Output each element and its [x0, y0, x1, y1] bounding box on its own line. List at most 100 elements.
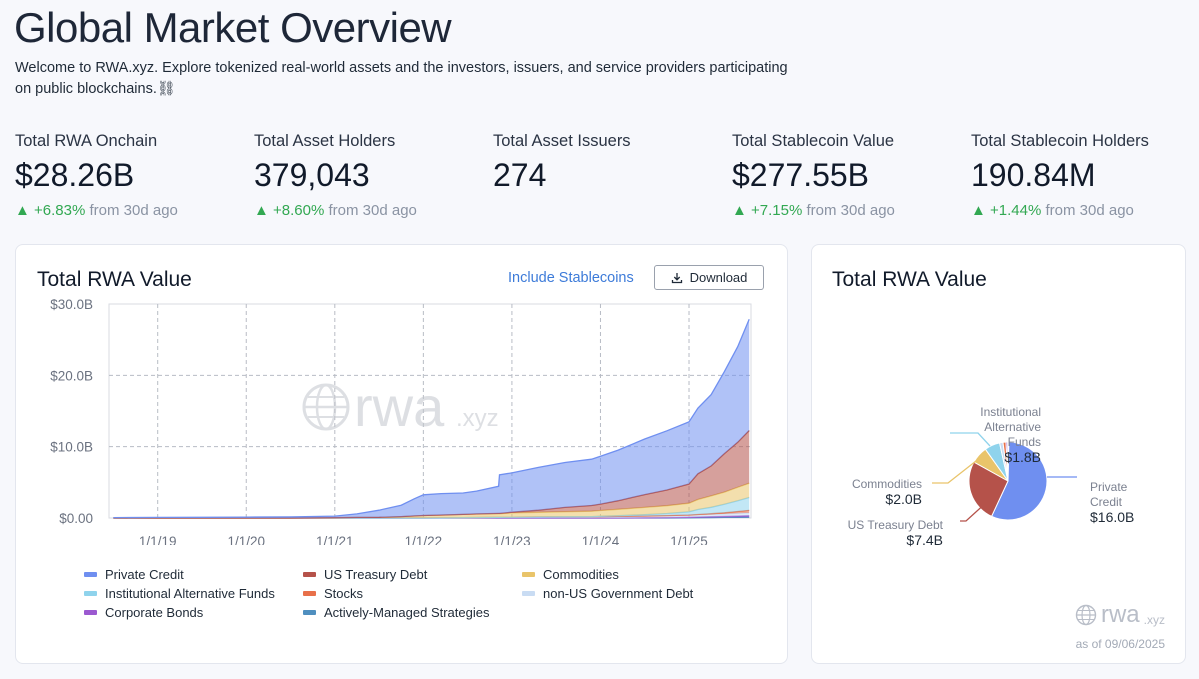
up-arrow-icon: ▲ — [15, 202, 35, 219]
stat-change: ▲ +6.83% from 30d ago — [15, 202, 245, 219]
stat-label: Total Stablecoin Value — [732, 132, 895, 150]
rwa-watermark: rwa .xyz — [302, 375, 499, 438]
legend-label: Commodities — [543, 567, 619, 582]
legend-item[interactable]: Actively-Managed Strategies — [303, 605, 489, 620]
pie-value-label: $2.0B — [885, 491, 922, 507]
legend-item[interactable]: Corporate Bonds — [84, 605, 203, 620]
line-private-credit — [113, 318, 750, 519]
change-percent: +7.15% — [751, 202, 803, 219]
change-percent: +8.60% — [273, 202, 325, 219]
stat-change: ▲ +8.60% from 30d ago — [254, 202, 484, 219]
legend-item[interactable]: Institutional Alternative Funds — [84, 586, 275, 601]
legend-label: Private Credit — [105, 567, 184, 582]
legend-swatch — [522, 572, 535, 577]
up-arrow-icon: ▲ — [732, 202, 752, 219]
pie-value-label: $1.8B — [1004, 449, 1041, 465]
x-tick-label: 1/1/23 — [493, 534, 531, 545]
y-tick-label: $30.0B — [50, 297, 93, 312]
legend-item[interactable]: Stocks — [303, 586, 363, 601]
stat-label: Total Asset Issuers — [493, 132, 631, 150]
area-chart: $0.00 $10.0B $20.0B $30.0B 1/1/19 1/1/20 1/1/2… — [50, 297, 752, 545]
stat-value: 274 — [493, 157, 547, 193]
pie-label: Alternative — [984, 420, 1041, 434]
change-suffix: from 30d ago — [89, 202, 178, 219]
stat-value: $28.26B — [15, 157, 135, 193]
change-percent: +1.44% — [990, 202, 1042, 219]
stat-value: 190.84M — [971, 157, 1096, 193]
legend-label: Stocks — [324, 586, 364, 601]
x-tick-label: 1/1/25 — [670, 534, 708, 545]
x-tick-label: 1/1/22 — [405, 534, 443, 545]
up-arrow-icon: ▲ — [971, 202, 991, 219]
x-tick-label: 1/1/19 — [139, 534, 177, 545]
legend-label: Actively-Managed Strategies — [324, 605, 490, 620]
legend-swatch — [84, 572, 97, 577]
stat-label: Total Asset Holders — [254, 132, 396, 150]
pie-label: Funds — [1008, 435, 1041, 449]
pie-slice[interactable] — [1007, 441, 1010, 482]
change-suffix: from 30d ago — [806, 202, 895, 219]
y-tick-label: $20.0B — [50, 368, 93, 383]
change-percent: +6.83% — [34, 202, 86, 219]
pie-label: Credit — [1090, 495, 1123, 509]
pie-slice[interactable] — [990, 441, 1048, 521]
pie-label: US Treasury Debt — [848, 518, 944, 532]
stat-asset-holders: Total Asset Holders 379,043 ▲ +8.60% fro… — [254, 132, 484, 219]
stat-asset-issuers: Total Asset Issuers 274 — [493, 132, 723, 194]
include-stablecoins-toggle[interactable]: Include Stablecoins — [508, 270, 634, 286]
legend-swatch — [303, 591, 316, 596]
globe-icon — [1075, 604, 1097, 626]
page-title: Global Market Overview — [14, 4, 452, 51]
as-of-date: as of 09/06/2025 — [1075, 637, 1165, 651]
watermark-text: rwa — [354, 375, 445, 438]
legend-swatch — [303, 572, 316, 577]
stat-label: Total RWA Onchain — [15, 132, 158, 150]
stat-label: Total Stablecoin Holders — [971, 132, 1149, 150]
legend-item[interactable]: Commodities — [522, 567, 619, 582]
watermark-suffix: .xyz — [456, 405, 499, 432]
legend-item[interactable]: US Treasury Debt — [303, 567, 427, 582]
logo-suffix: .xyz — [1143, 613, 1165, 627]
legend-label: non-US Government Debt — [543, 586, 694, 601]
up-arrow-icon: ▲ — [254, 202, 274, 219]
legend-label: Institutional Alternative Funds — [105, 586, 275, 601]
logo-text: rwa — [1100, 601, 1140, 628]
pie-label: Institutional — [980, 405, 1041, 419]
area-chart-title: Total RWA Value — [37, 268, 192, 291]
x-tick-label: 1/1/21 — [316, 534, 354, 545]
legend-label: Corporate Bonds — [105, 605, 204, 620]
download-label: Download — [689, 270, 748, 285]
x-tick-label: 1/1/20 — [227, 534, 265, 545]
stat-value: 379,043 — [254, 157, 370, 193]
stat-stablecoin-holders: Total Stablecoin Holders 190.84M ▲ +1.44… — [971, 132, 1199, 219]
change-suffix: from 30d ago — [1045, 202, 1134, 219]
pie-leader-line — [932, 460, 977, 484]
x-tick-label: 1/1/24 — [582, 534, 620, 545]
area-chart-card: Total RWA Value Include Stablecoins Down… — [15, 244, 788, 664]
pie-label: Commodities — [852, 477, 922, 491]
download-button[interactable]: Download — [654, 265, 764, 290]
legend-swatch — [84, 610, 97, 615]
change-suffix: from 30d ago — [328, 202, 417, 219]
legend-item[interactable]: non-US Government Debt — [522, 586, 693, 601]
y-tick-label: $0.00 — [59, 511, 93, 526]
stat-total-rwa: Total RWA Onchain $28.26B ▲ +6.83% from … — [15, 132, 245, 219]
rwa-logo-small: rwa .xyz — [1075, 601, 1165, 629]
pie-label: Private — [1090, 480, 1128, 494]
pie-leader-line — [960, 500, 989, 522]
area-private-credit[interactable] — [113, 319, 750, 518]
intro-text: Welcome to RWA.xyz. Explore tokenized re… — [15, 60, 788, 97]
pie-chart-card: Total RWA Value Private Credit $16.0B US Tr… — [811, 244, 1186, 664]
pie-chart-title: Total RWA Value — [832, 268, 987, 291]
legend-swatch — [303, 610, 316, 615]
pie-leader-line — [950, 432, 991, 447]
legend-item[interactable]: Private Credit — [84, 567, 184, 582]
pie-value-label: $16.0B — [1090, 509, 1134, 525]
legend-swatch — [522, 591, 535, 596]
stat-stablecoin-value: Total Stablecoin Value $277.55B ▲ +7.15%… — [732, 132, 962, 219]
legend-swatch — [84, 591, 97, 596]
legend-label: US Treasury Debt — [324, 567, 428, 582]
pie-value-label: $7.4B — [906, 532, 943, 548]
download-icon — [671, 272, 682, 283]
